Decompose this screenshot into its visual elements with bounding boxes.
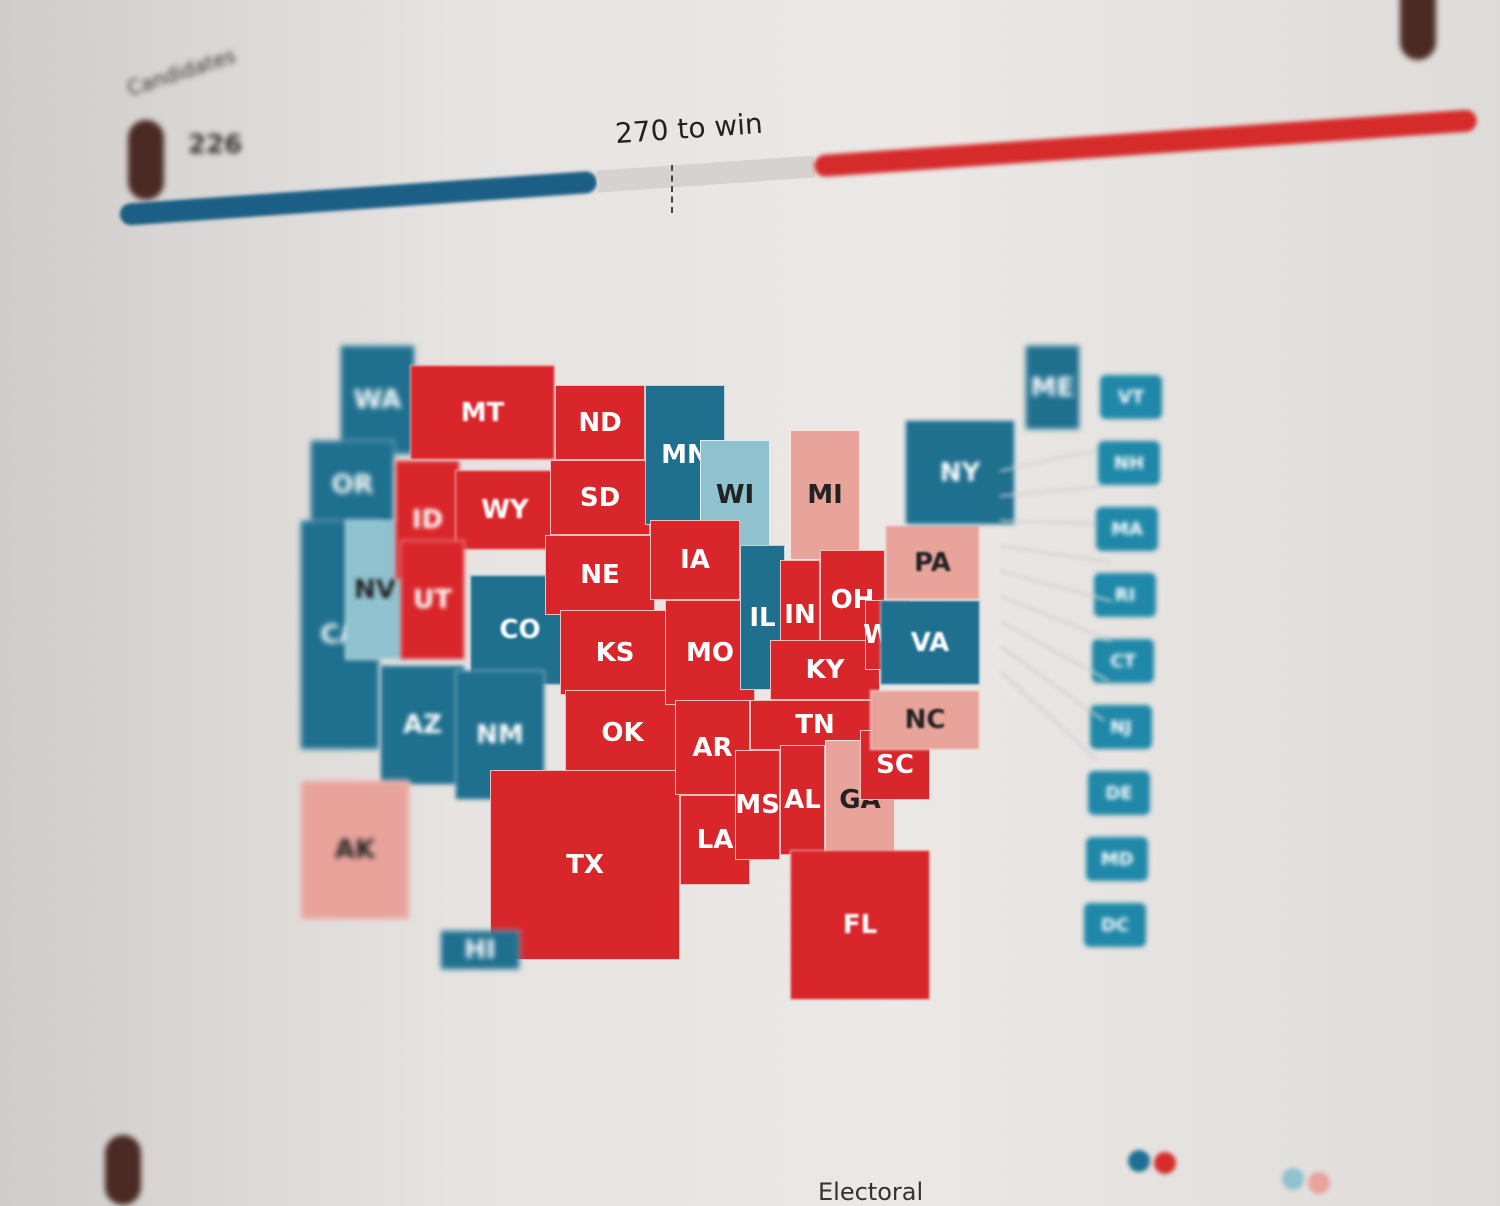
state-ks[interactable]: KS <box>560 610 670 695</box>
state-ak[interactable]: AK <box>300 780 410 920</box>
state-me[interactable]: ME <box>1025 345 1080 430</box>
state-nm[interactable]: NM <box>455 670 545 800</box>
small-state-de[interactable]: DE <box>1088 771 1150 815</box>
small-state-connector <box>999 485 1104 497</box>
state-ne[interactable]: NE <box>545 535 655 615</box>
dem-electoral-count: 226 <box>188 130 243 160</box>
dem-candidate-avatar <box>128 120 164 200</box>
footer-label: Electoral <box>818 1178 924 1206</box>
state-or[interactable]: OR <box>310 440 395 530</box>
small-state-vt[interactable]: VT <box>1100 375 1162 419</box>
small-state-nh[interactable]: NH <box>1098 441 1160 485</box>
small-state-connector <box>999 670 1098 761</box>
legend-lean-rep-dot <box>1308 1172 1330 1194</box>
state-ms[interactable]: MS <box>735 750 780 860</box>
legend-lean-dem-dot <box>1282 1168 1304 1190</box>
state-wy[interactable]: WY <box>455 470 555 550</box>
state-ut[interactable]: UT <box>400 540 465 660</box>
state-pa[interactable]: PA <box>885 525 980 600</box>
state-az[interactable]: AZ <box>380 665 465 785</box>
legend-rep-dot <box>1154 1152 1176 1174</box>
small-state-dc[interactable]: DC <box>1084 903 1146 947</box>
small-state-md[interactable]: MD <box>1086 837 1148 881</box>
state-mi[interactable]: MI <box>790 430 860 560</box>
legend-dem-dot <box>1128 1150 1150 1172</box>
state-sd[interactable]: SD <box>550 460 650 535</box>
footer-avatar <box>105 1135 141 1205</box>
state-mt[interactable]: MT <box>410 365 555 460</box>
state-va[interactable]: VA <box>880 600 980 685</box>
state-al[interactable]: AL <box>780 745 825 855</box>
state-tx[interactable]: TX <box>490 770 680 960</box>
small-state-connector <box>999 520 1108 525</box>
state-fl[interactable]: FL <box>790 850 930 1000</box>
state-sc[interactable]: SC <box>860 730 930 800</box>
state-ky[interactable]: KY <box>770 640 880 700</box>
small-state-ma[interactable]: MA <box>1096 507 1158 551</box>
win-threshold-marker <box>671 165 673 213</box>
state-ia[interactable]: IA <box>650 520 740 600</box>
state-ok[interactable]: OK <box>565 690 680 775</box>
state-hi[interactable]: HI <box>440 930 520 970</box>
state-nc[interactable]: NC <box>870 690 980 750</box>
small-state-connector <box>999 545 1111 564</box>
rep-candidate-avatar <box>1400 0 1436 60</box>
state-wa[interactable]: WA <box>340 345 415 455</box>
state-ga[interactable]: GA <box>825 740 895 860</box>
state-nd[interactable]: ND <box>555 385 645 460</box>
small-state-ri[interactable]: RI <box>1094 573 1156 617</box>
electoral-header: Candidates 226 270 to win <box>0 0 1500 260</box>
small-state-nj[interactable]: NJ <box>1090 705 1152 749</box>
state-ny[interactable]: NY <box>905 420 1015 525</box>
